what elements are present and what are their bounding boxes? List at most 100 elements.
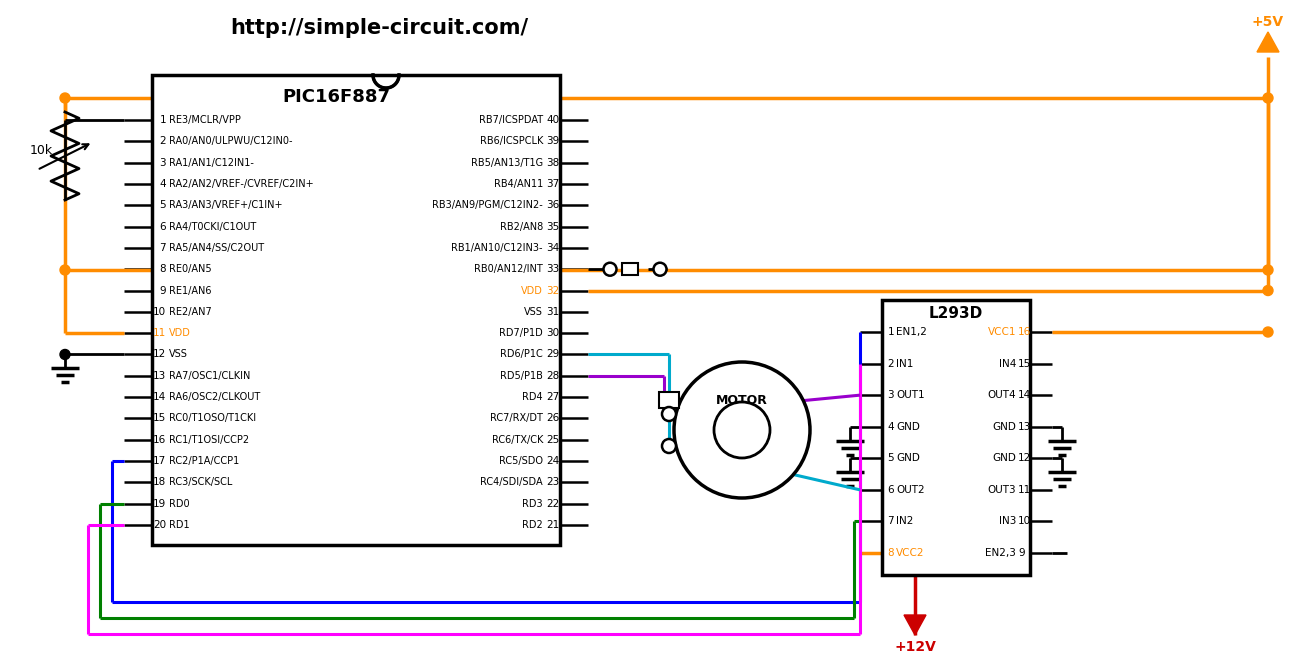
Text: 21: 21	[546, 520, 559, 530]
Circle shape	[662, 407, 676, 421]
Text: VDD: VDD	[168, 328, 191, 338]
Text: VSS: VSS	[524, 307, 544, 317]
Text: 11: 11	[1019, 485, 1032, 495]
Text: 29: 29	[546, 350, 559, 360]
Text: 9: 9	[1019, 548, 1025, 558]
Circle shape	[61, 265, 70, 275]
Text: http://simple-circuit.com/: http://simple-circuit.com/	[230, 18, 528, 38]
Text: +5V: +5V	[1252, 15, 1284, 29]
Text: 12: 12	[1019, 453, 1032, 463]
Text: 32: 32	[546, 286, 559, 296]
Text: 3: 3	[887, 390, 894, 400]
Bar	[153, 75, 561, 545]
Text: GND: GND	[992, 422, 1016, 432]
Text: 11: 11	[153, 328, 166, 338]
Text: 31: 31	[546, 307, 559, 317]
Text: RD2: RD2	[522, 520, 544, 530]
Text: IN2: IN2	[896, 516, 913, 527]
Bar	[622, 263, 638, 275]
Text: 30: 30	[546, 328, 559, 338]
Text: L293D: L293D	[929, 306, 983, 321]
Text: RB7/ICSPDAT: RB7/ICSPDAT	[479, 115, 544, 125]
Text: 4: 4	[887, 422, 894, 432]
Text: 7: 7	[887, 516, 894, 527]
Text: 10k: 10k	[29, 145, 53, 158]
Text: 18: 18	[153, 477, 166, 487]
Circle shape	[61, 93, 70, 103]
Text: 16: 16	[153, 435, 166, 445]
Text: 1: 1	[159, 115, 166, 125]
Text: 33: 33	[546, 264, 559, 274]
Text: EN2,3: EN2,3	[986, 548, 1016, 558]
Circle shape	[1263, 286, 1273, 296]
Text: 10: 10	[1019, 516, 1032, 527]
Text: 34: 34	[546, 243, 559, 253]
Text: 8: 8	[887, 548, 894, 558]
Text: VCC2: VCC2	[896, 548, 925, 558]
Text: OUT3: OUT3	[987, 485, 1016, 495]
Text: 26: 26	[546, 413, 559, 424]
Text: 5: 5	[887, 453, 894, 463]
Text: RC0/T1OSO/T1CKI: RC0/T1OSO/T1CKI	[168, 413, 257, 424]
Circle shape	[654, 263, 666, 276]
Text: VSS: VSS	[168, 350, 188, 360]
Text: 36: 36	[546, 200, 559, 211]
Text: RE2/AN7: RE2/AN7	[168, 307, 212, 317]
Text: RC1/T1OSI/CCP2: RC1/T1OSI/CCP2	[168, 435, 249, 445]
Text: RC6/TX/CK: RC6/TX/CK	[492, 435, 544, 445]
Text: GND: GND	[896, 453, 920, 463]
Text: RB5/AN13/T1G: RB5/AN13/T1G	[471, 158, 544, 168]
Text: 3: 3	[159, 158, 166, 168]
Circle shape	[715, 402, 770, 458]
Circle shape	[61, 350, 70, 360]
Text: RD4: RD4	[522, 392, 544, 402]
Text: 16: 16	[1019, 327, 1032, 337]
Text: 27: 27	[546, 392, 559, 402]
Text: RA2/AN2/VREF-/CVREF/C2IN+: RA2/AN2/VREF-/CVREF/C2IN+	[168, 179, 313, 189]
Text: 28: 28	[546, 371, 559, 381]
Bar	[882, 300, 1030, 575]
Text: RE1/AN6: RE1/AN6	[168, 286, 212, 296]
Text: RB3/AN9/PGM/C12IN2-: RB3/AN9/PGM/C12IN2-	[432, 200, 544, 211]
Text: 10: 10	[153, 307, 166, 317]
Text: 13: 13	[1019, 422, 1032, 432]
Text: RB6/ICSPCLK: RB6/ICSPCLK	[479, 137, 544, 147]
Text: 4: 4	[159, 179, 166, 189]
Bar	[659, 392, 679, 408]
Polygon shape	[1257, 32, 1279, 52]
Text: RC4/SDI/SDA: RC4/SDI/SDA	[480, 477, 544, 487]
Text: RB1/AN10/C12IN3-: RB1/AN10/C12IN3-	[451, 243, 544, 253]
Text: 39: 39	[546, 137, 559, 147]
Text: 40: 40	[546, 115, 559, 125]
Text: 19: 19	[153, 499, 166, 509]
Text: RA6/OSC2/CLKOUT: RA6/OSC2/CLKOUT	[168, 392, 261, 402]
Text: +12V: +12V	[894, 640, 936, 654]
Text: 2: 2	[887, 358, 894, 368]
Text: VDD: VDD	[521, 286, 544, 296]
Text: OUT1: OUT1	[896, 390, 925, 400]
Text: IN4: IN4	[999, 358, 1016, 368]
Text: IN1: IN1	[896, 358, 913, 368]
Text: RA1/AN1/C12IN1-: RA1/AN1/C12IN1-	[168, 158, 254, 168]
Text: RC2/P1A/CCP1: RC2/P1A/CCP1	[168, 456, 240, 466]
Text: 37: 37	[546, 179, 559, 189]
Text: 1: 1	[887, 327, 894, 337]
Text: RA3/AN3/VREF+/C1IN+: RA3/AN3/VREF+/C1IN+	[168, 200, 283, 211]
Text: 25: 25	[546, 435, 559, 445]
Text: RC5/SDO: RC5/SDO	[499, 456, 544, 466]
Text: 20: 20	[153, 520, 166, 530]
Text: 6: 6	[159, 222, 166, 232]
Text: 13: 13	[153, 371, 166, 381]
Circle shape	[1263, 265, 1273, 275]
Text: 15: 15	[153, 413, 166, 424]
Text: VCC1: VCC1	[987, 327, 1016, 337]
Circle shape	[1263, 327, 1273, 337]
Text: 23: 23	[546, 477, 559, 487]
Text: RB4/AN11: RB4/AN11	[494, 179, 544, 189]
Circle shape	[1263, 93, 1273, 103]
Text: 35: 35	[546, 222, 559, 232]
Text: GND: GND	[896, 422, 920, 432]
Text: 8: 8	[159, 264, 166, 274]
Circle shape	[662, 439, 676, 453]
Text: RA7/OSC1/CLKIN: RA7/OSC1/CLKIN	[168, 371, 250, 381]
